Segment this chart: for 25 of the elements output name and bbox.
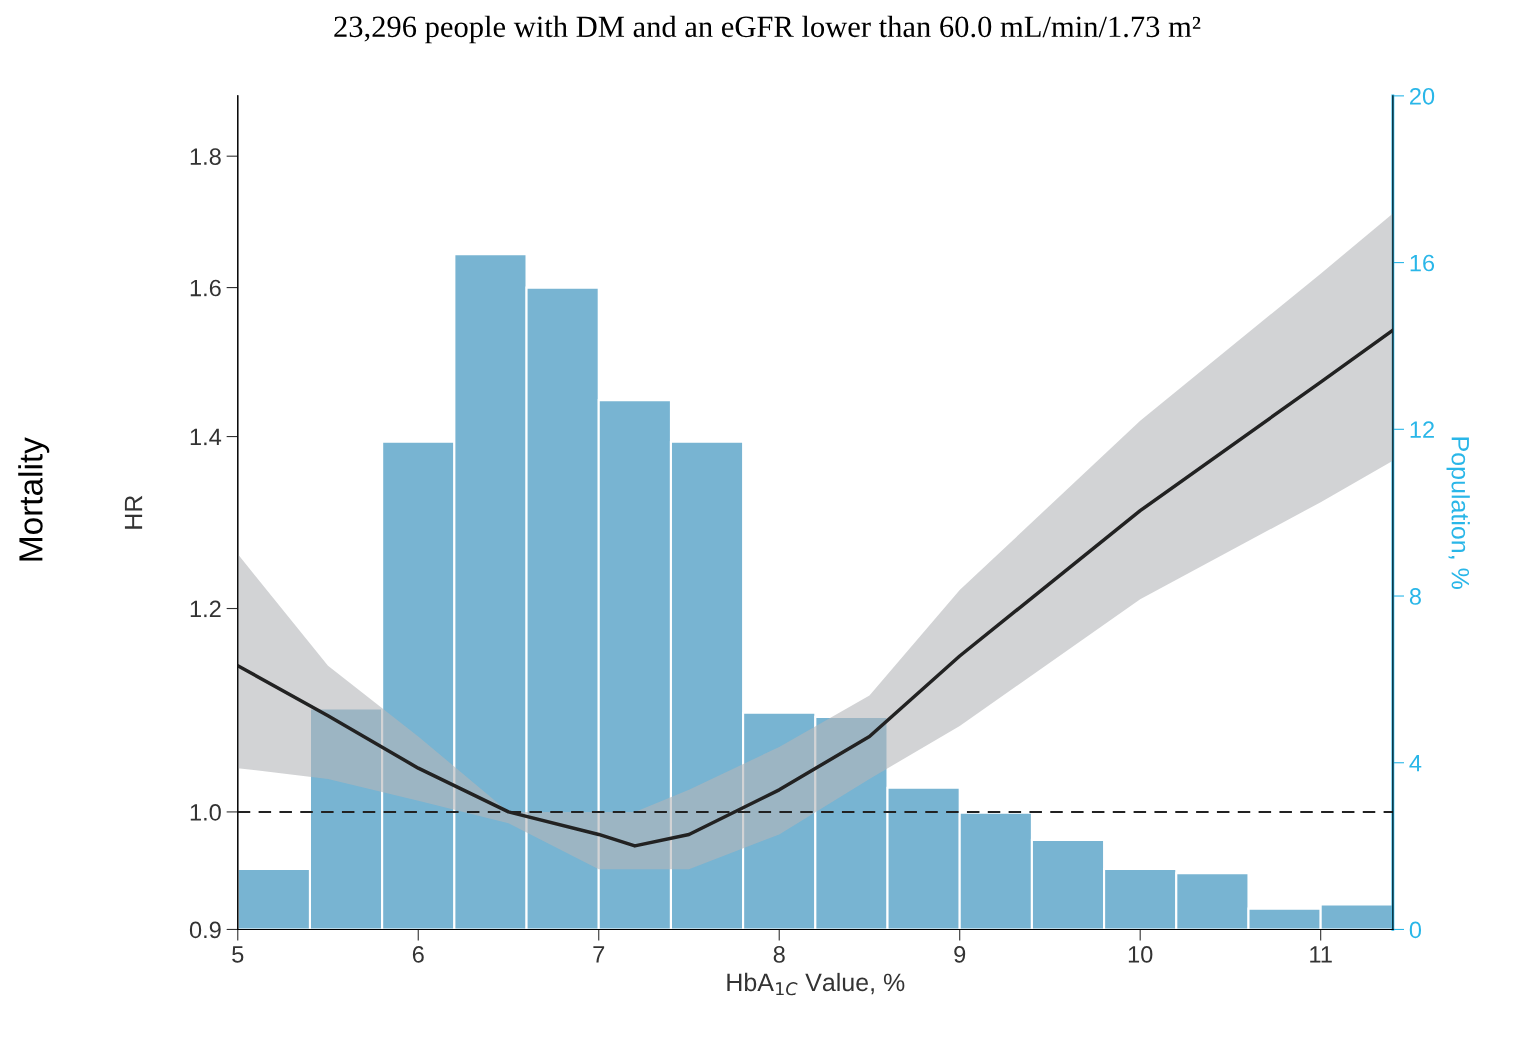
x-axis-title: HbA$_{1C}$ Value, % <box>727 972 905 996</box>
x-tick-label: 8 <box>773 946 785 963</box>
x-tick-label: 6 <box>412 946 424 963</box>
y2-tick-label: 4 <box>1409 755 1422 772</box>
line-series <box>237 328 1393 848</box>
chart-title: 23,296 people with DM and an eGFR lower than 60.0 mL/min/1.73 m² <box>334 15 1201 44</box>
y2-axis-title: Population, % <box>1446 437 1470 589</box>
text: Mortality <box>18 437 50 561</box>
y-tick-label: 1.2 <box>190 600 221 618</box>
x-tick-label: 7 <box>593 946 605 963</box>
y2-tick-label: 8 <box>1409 588 1421 605</box>
x-tick-label: 10 <box>1128 946 1153 963</box>
y2-tick-label: 0 <box>1409 921 1422 939</box>
y2-tick-label: 12 <box>1410 421 1434 438</box>
y-tick-label: 1.8 <box>190 148 221 165</box>
y-tick-label: 0.9 <box>189 921 221 939</box>
x-tick-label: 11 <box>1310 946 1332 963</box>
y-tick-label: 1.4 <box>190 428 222 446</box>
x-tick-label: 9 <box>954 946 966 963</box>
y-axis-title: HR <box>124 495 143 529</box>
x-tick-label: 5 <box>232 946 244 963</box>
y-tick-label: 1.0 <box>190 803 221 821</box>
y2-tick-label: 20 <box>1410 87 1435 105</box>
y2-tick-label: 16 <box>1410 254 1435 272</box>
y-tick-label: 1.6 <box>190 279 221 297</box>
